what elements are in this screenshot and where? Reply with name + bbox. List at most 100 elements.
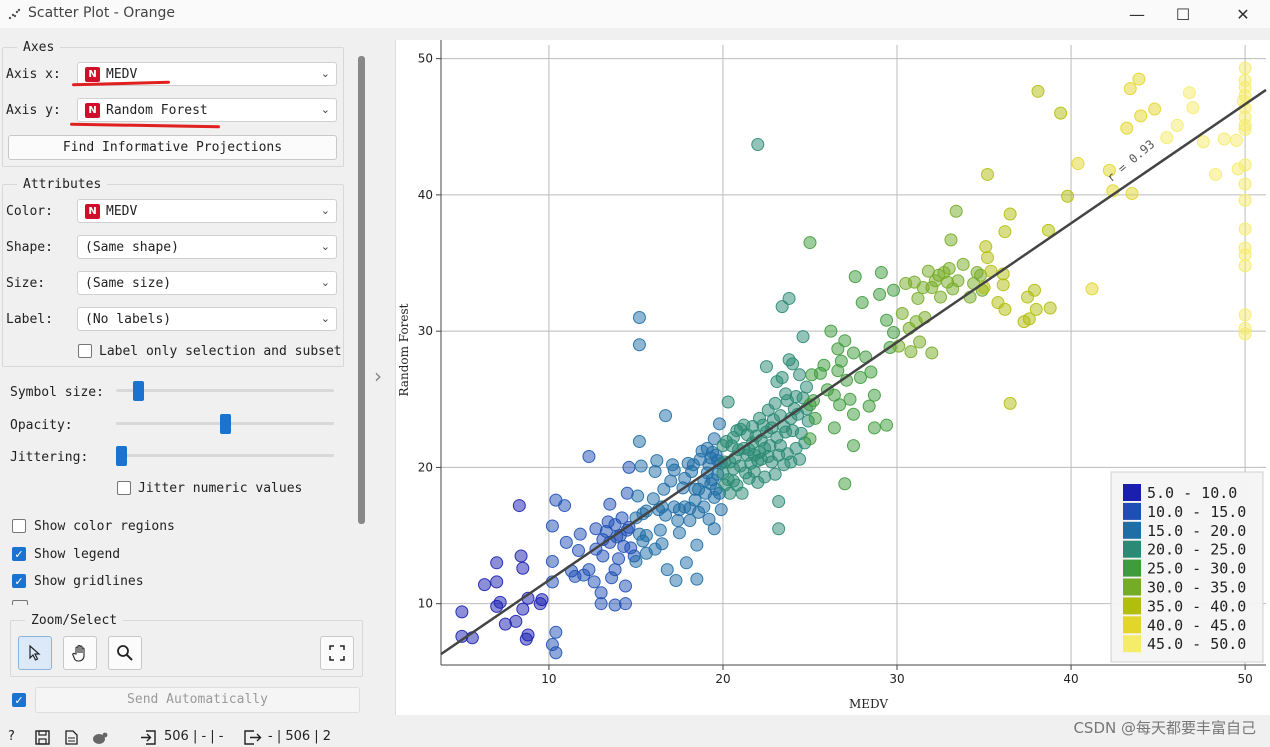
scatter-plot[interactable]: 10 20 30 40 50 10 20 30 40 50 MEDV Random Forest r =… bbox=[396, 40, 1270, 715]
select-tool-button[interactable] bbox=[18, 636, 52, 670]
send-automatically-checkbox[interactable]: ✓ bbox=[12, 693, 26, 707]
y-tick-label: 20 bbox=[418, 460, 433, 474]
label-only-selection-checkbox[interactable] bbox=[78, 344, 92, 358]
data-point bbox=[572, 544, 585, 558]
data-point bbox=[759, 360, 773, 374]
data-point bbox=[559, 535, 573, 549]
data-point bbox=[516, 561, 530, 575]
data-point bbox=[934, 290, 948, 304]
data-point bbox=[895, 306, 909, 320]
output-summary: - | 506 | 2 bbox=[268, 729, 332, 744]
zoom-select-group: Zoom/Select bbox=[10, 613, 363, 677]
data-point bbox=[942, 261, 956, 275]
data-point bbox=[1125, 187, 1139, 201]
numeric-type-icon: N bbox=[85, 103, 100, 118]
shape-combo[interactable]: (Same shape) ⌄ bbox=[77, 235, 337, 259]
window-titlebar: Scatter Plot - Orange — ☐ ✕ bbox=[0, 0, 1270, 28]
data-point bbox=[951, 274, 965, 288]
show-gridlines-checkbox[interactable]: ✓ bbox=[12, 574, 26, 588]
minimize-button[interactable]: — bbox=[1129, 4, 1145, 24]
legend-label: 40.0 - 45.0 bbox=[1147, 616, 1246, 634]
data-point bbox=[618, 579, 632, 593]
data-point bbox=[848, 270, 862, 284]
data-point bbox=[1160, 131, 1174, 145]
report-icon[interactable] bbox=[65, 730, 78, 745]
zoom-tool-button[interactable] bbox=[108, 636, 142, 670]
data-point bbox=[772, 494, 786, 508]
axis-y-combo[interactable]: N Random Forest ⌄ bbox=[77, 98, 337, 122]
maximize-button[interactable]: ☐ bbox=[1175, 4, 1191, 24]
axis-y-label: Axis y: bbox=[6, 103, 61, 118]
collapse-panel-arrow-icon[interactable]: › bbox=[374, 364, 382, 388]
data-point bbox=[1209, 167, 1223, 181]
data-point bbox=[632, 311, 646, 325]
data-point bbox=[1238, 61, 1252, 75]
plot-area[interactable]: 10 20 30 40 50 10 20 30 40 50 MEDV Random Forest r =… bbox=[395, 40, 1270, 715]
axis-x-combo[interactable]: N MEDV ⌄ bbox=[77, 62, 337, 86]
data-point bbox=[880, 418, 894, 432]
size-combo[interactable]: (Same size) ⌄ bbox=[77, 271, 337, 295]
data-point bbox=[657, 482, 671, 496]
find-informative-projections-button[interactable]: Find Informative Projections bbox=[8, 135, 337, 160]
data-point bbox=[596, 549, 610, 563]
hand-icon bbox=[72, 644, 85, 662]
data-point bbox=[998, 225, 1012, 239]
symbol-size-track bbox=[116, 389, 334, 392]
data-point bbox=[714, 503, 728, 517]
data-point bbox=[998, 302, 1012, 316]
data-point bbox=[549, 646, 563, 660]
data-point bbox=[911, 291, 925, 305]
attributes-group-title: Attributes bbox=[17, 177, 108, 192]
data-point bbox=[833, 398, 847, 412]
data-point bbox=[847, 439, 860, 453]
label-combo[interactable]: (No labels) ⌄ bbox=[77, 307, 337, 331]
axis-y-value: Random Forest bbox=[106, 103, 208, 118]
chevron-down-icon: ⌄ bbox=[320, 103, 330, 116]
data-point bbox=[1003, 207, 1017, 221]
panel-scrollbar[interactable] bbox=[358, 56, 365, 524]
jitter-numeric-checkbox[interactable] bbox=[117, 481, 131, 495]
color-combo[interactable]: N MEDV ⌄ bbox=[77, 199, 337, 223]
data-point bbox=[1003, 396, 1017, 410]
data-point bbox=[786, 357, 800, 371]
data-point bbox=[817, 358, 831, 372]
save-icon[interactable] bbox=[35, 730, 50, 745]
data-point bbox=[862, 399, 876, 413]
data-point bbox=[1238, 259, 1252, 273]
data-point bbox=[535, 593, 549, 607]
visualize-icon[interactable] bbox=[91, 730, 109, 745]
pan-tool-button[interactable] bbox=[63, 636, 97, 670]
numeric-type-icon: N bbox=[85, 67, 100, 82]
data-point bbox=[1238, 222, 1252, 236]
axis-x-value: MEDV bbox=[106, 67, 138, 82]
data-point bbox=[587, 575, 601, 589]
data-point bbox=[660, 563, 674, 577]
legend-label: 15.0 - 20.0 bbox=[1147, 522, 1246, 540]
data-point bbox=[887, 326, 901, 340]
data-point bbox=[1134, 109, 1148, 123]
show-legend-checkbox[interactable]: ✓ bbox=[12, 547, 26, 561]
data-point bbox=[834, 354, 848, 368]
opacity-slider[interactable] bbox=[219, 414, 231, 434]
close-button[interactable]: ✕ bbox=[1236, 4, 1250, 24]
chevron-down-icon: ⌄ bbox=[320, 67, 330, 80]
help-icon[interactable]: ? bbox=[8, 729, 15, 744]
data-point bbox=[808, 411, 822, 425]
size-value: (Same size) bbox=[85, 276, 172, 291]
jitter-numeric-label: Jitter numeric values bbox=[138, 481, 303, 496]
send-automatically-button[interactable]: Send Automatically bbox=[35, 687, 360, 713]
data-point bbox=[712, 417, 726, 431]
data-point bbox=[981, 167, 995, 181]
data-point bbox=[667, 463, 681, 477]
data-point bbox=[646, 492, 660, 506]
zoom-to-fit-button[interactable] bbox=[320, 636, 354, 670]
legend-swatch bbox=[1123, 484, 1141, 501]
label-only-selection-label: Label only selection and subset bbox=[99, 344, 342, 359]
data-point bbox=[949, 204, 963, 218]
jittering-slider[interactable] bbox=[116, 446, 127, 466]
data-point bbox=[594, 586, 608, 600]
symbol-size-slider[interactable] bbox=[132, 381, 144, 401]
show-color-regions-checkbox[interactable] bbox=[12, 519, 26, 533]
data-point bbox=[925, 346, 939, 360]
data-point bbox=[1028, 283, 1042, 297]
